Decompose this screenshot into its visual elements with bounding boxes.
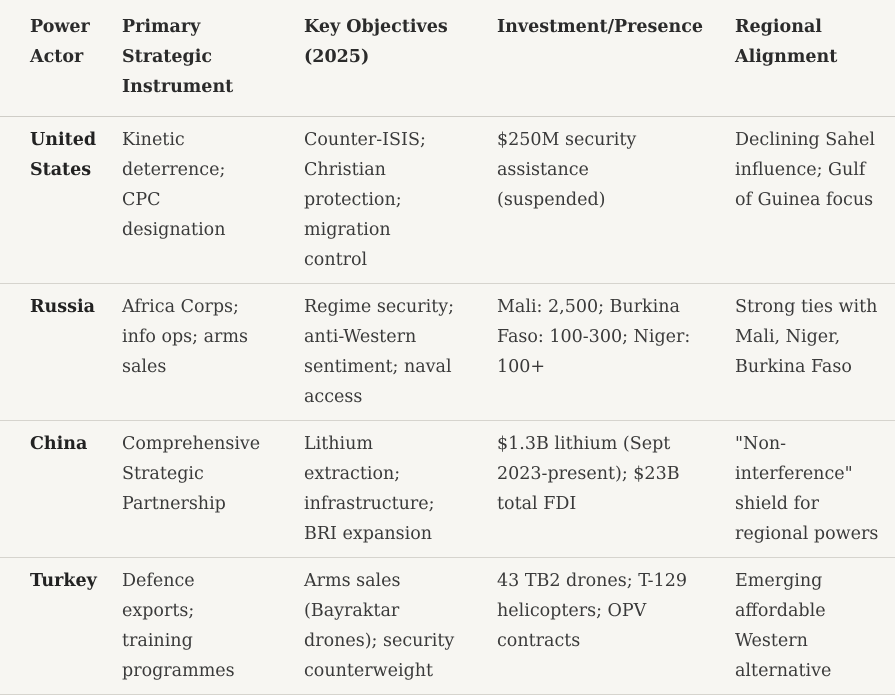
cell-power-actor: China: [0, 420, 92, 558]
cell-power-actor: Russia: [0, 283, 95, 421]
table-row: Russia Africa Corps; info ops; arms sale…: [0, 283, 895, 421]
cell-instrument: Comprehensive Strategic Partnership: [92, 420, 274, 558]
header-row: Power Actor Primary Strategic Instrument…: [0, 0, 895, 117]
cell-instrument: Africa Corps; info ops; arms sales: [92, 283, 274, 421]
cell-alignment: Declining Sahel influence; Gulf of Guine…: [705, 116, 895, 284]
cell-alignment: Emerging affordable Western alternative: [705, 557, 895, 695]
table-row: Turkey Defence exports; training program…: [0, 557, 895, 695]
cell-alignment: "Non-interference" shield for regional p…: [705, 420, 895, 558]
cell-objectives: Counter-ISIS; Christian protection; migr…: [274, 116, 467, 284]
cell-instrument: Defence exports; training programmes: [92, 557, 274, 695]
cell-power-actor: Turkey: [0, 557, 97, 695]
cell-power-actor: United States: [0, 116, 96, 284]
cell-investment: 43 TB2 drones; T-129 helicopters; OPV co…: [467, 557, 705, 695]
header-regional-alignment: Regional Alignment: [705, 0, 895, 117]
table-header: Power Actor Primary Strategic Instrument…: [0, 0, 895, 117]
header-primary-strategic-instrument: Primary Strategic Instrument: [92, 0, 274, 117]
table-row: China Comprehensive Strategic Partnershi…: [0, 420, 895, 558]
cell-alignment: Strong ties with Mali, Niger, Burkina Fa…: [705, 283, 895, 421]
cell-investment: Mali: 2,500; Burkina Faso: 100-300; Nige…: [467, 283, 705, 421]
header-investment-presence: Investment/Presence: [467, 0, 705, 117]
cell-instrument: Kinetic deterrence; CPC designation: [92, 116, 274, 284]
cell-objectives: Arms sales (Bayraktar drones); security …: [274, 557, 467, 695]
header-key-objectives: Key Objectives (2025): [274, 0, 467, 117]
cell-investment: $1.3B lithium (Sept 2023-present); $23B …: [467, 420, 705, 558]
cell-objectives: Regime security; anti-Western sentiment;…: [274, 283, 467, 421]
header-power-actor: Power Actor: [0, 0, 92, 117]
table-row: United States Kinetic deterrence; CPC de…: [0, 116, 895, 284]
cell-objectives: Lithium extraction; infrastructure; BRI …: [274, 420, 467, 558]
cell-investment: $250M security assistance (suspended): [467, 116, 705, 284]
table-body: United States Kinetic deterrence; CPC de…: [0, 116, 895, 695]
